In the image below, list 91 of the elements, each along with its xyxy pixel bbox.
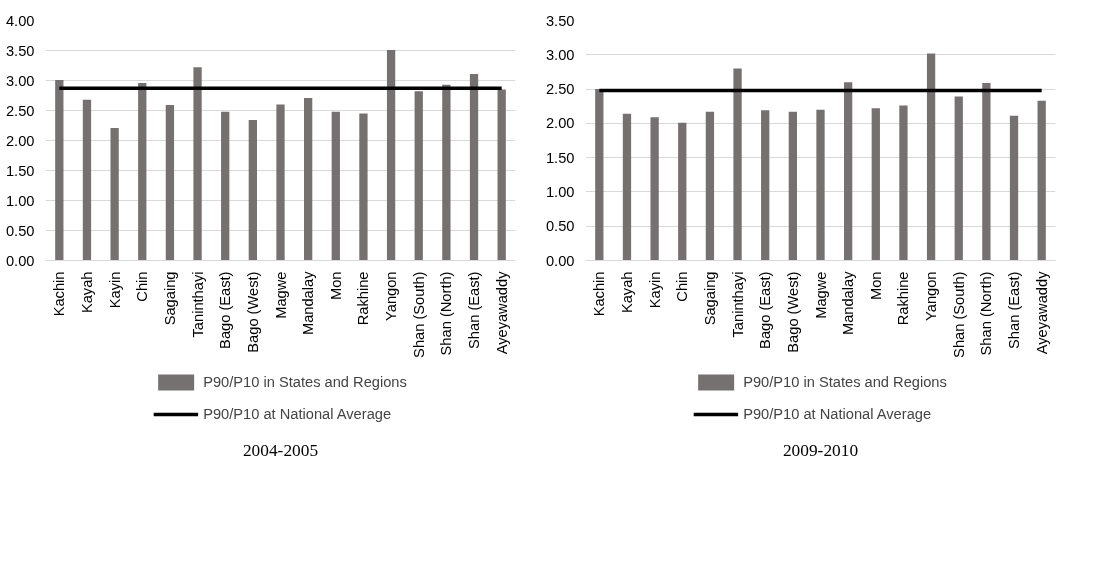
bar xyxy=(1037,100,1046,261)
x-tick-label: Yangon xyxy=(923,271,940,321)
x-tick-label: Kayah xyxy=(618,271,635,314)
x-tick-label: Taninthayi xyxy=(189,271,206,338)
text: 2004-2005 xyxy=(242,441,319,460)
x-tick-label: Rakhine xyxy=(895,271,912,326)
y-tick-label: 1.00 xyxy=(545,183,575,200)
x-tick-label: Shan (North) xyxy=(978,271,995,356)
text: 2009-2010 xyxy=(782,441,859,460)
bar xyxy=(193,67,202,261)
x-tick-label: Shan (South) xyxy=(950,271,967,358)
bar xyxy=(165,105,175,261)
x-tick-label: Taninthayi xyxy=(729,271,746,338)
legend-label: P90/P10 at National Average xyxy=(743,405,932,422)
bar xyxy=(442,84,451,261)
x-tick-label: Magwe xyxy=(812,271,829,319)
bar xyxy=(954,96,963,261)
x-tick-label: Shan (East) xyxy=(466,271,483,349)
bar xyxy=(110,127,119,261)
bar xyxy=(761,110,770,261)
x-tick-label: Bago (West) xyxy=(244,271,261,353)
bar xyxy=(276,104,285,261)
y-tick-label: 2.50 xyxy=(5,102,35,119)
y-tick-label: 1.00 xyxy=(5,192,35,209)
bar xyxy=(844,82,853,261)
x-tick-label: Ayeyawaddy xyxy=(493,270,510,355)
bar xyxy=(982,82,991,261)
bar xyxy=(788,111,797,261)
y-tick-label: 1.50 xyxy=(545,149,575,166)
x-tick-label: Chin xyxy=(674,271,691,302)
y-tick-label: 0.50 xyxy=(545,218,575,235)
bar xyxy=(497,89,506,261)
bar xyxy=(595,89,604,261)
legend-label: P90/P10 at National Average xyxy=(203,405,392,422)
legend-label: P90/P10 in States and Regions xyxy=(203,373,407,390)
bar xyxy=(304,97,313,261)
x-tick-label: Shan (South) xyxy=(410,271,427,358)
bar xyxy=(926,53,936,261)
y-tick-label: 1.50 xyxy=(5,162,35,179)
bar xyxy=(55,79,64,261)
bar xyxy=(705,111,715,261)
bar xyxy=(414,91,423,261)
y-tick-label: 3.00 xyxy=(545,46,575,63)
bar xyxy=(138,82,147,261)
bar xyxy=(899,105,908,261)
bar xyxy=(816,109,825,261)
bar xyxy=(82,99,92,261)
bar xyxy=(678,122,687,261)
y-tick-label: 2.00 xyxy=(5,132,35,149)
y-tick-label: 0.00 xyxy=(5,252,35,269)
x-tick-label: Kayah xyxy=(78,271,95,314)
x-tick-label: Mandalay xyxy=(300,270,317,336)
legend-label: P90/P10 in States and Regions xyxy=(743,373,947,390)
x-tick-label: Mandalay xyxy=(840,270,857,336)
x-tick-label: Mon xyxy=(867,271,884,301)
bar xyxy=(386,49,396,261)
bar xyxy=(871,108,880,261)
x-tick-label: Ayeyawaddy xyxy=(1033,270,1050,355)
bar xyxy=(650,117,659,261)
bar xyxy=(622,113,632,261)
x-tick-label: Shan (East) xyxy=(1006,271,1023,349)
x-tick-label: Bago (East) xyxy=(757,271,774,349)
x-tick-label: Kachin xyxy=(51,271,68,317)
x-tick-label: Shan (North) xyxy=(438,271,455,356)
x-tick-label: Sagaing xyxy=(701,271,718,326)
y-tick-label: 0.00 xyxy=(545,252,575,269)
y-tick-label: 3.50 xyxy=(5,42,35,59)
x-tick-label: Chin xyxy=(134,271,151,302)
x-tick-label: Bago (West) xyxy=(784,271,801,353)
y-tick-label: 0.50 xyxy=(5,222,35,239)
x-tick-label: Bago (East) xyxy=(217,271,234,349)
x-tick-label: Mon xyxy=(327,271,344,301)
bar xyxy=(359,113,368,261)
x-tick-label: Yangon xyxy=(383,271,400,321)
y-tick-label: 2.00 xyxy=(545,115,575,132)
bar xyxy=(331,111,340,261)
y-tick-label: 3.00 xyxy=(5,72,35,89)
x-tick-label: Magwe xyxy=(272,271,289,319)
x-tick-label: Kayin xyxy=(106,271,123,309)
x-tick-label: Rakhine xyxy=(355,271,372,326)
x-tick-label: Kayin xyxy=(646,271,663,309)
bar xyxy=(221,111,230,261)
y-tick-label: 3.50 xyxy=(545,12,575,29)
bar xyxy=(1009,115,1019,261)
x-tick-label: Sagaing xyxy=(161,271,178,326)
bar xyxy=(248,120,257,261)
y-tick-label: 2.50 xyxy=(545,81,575,98)
y-tick-label: 4.00 xyxy=(5,12,35,29)
bar xyxy=(733,68,742,261)
bar xyxy=(469,73,479,261)
x-tick-label: Kachin xyxy=(591,271,608,317)
